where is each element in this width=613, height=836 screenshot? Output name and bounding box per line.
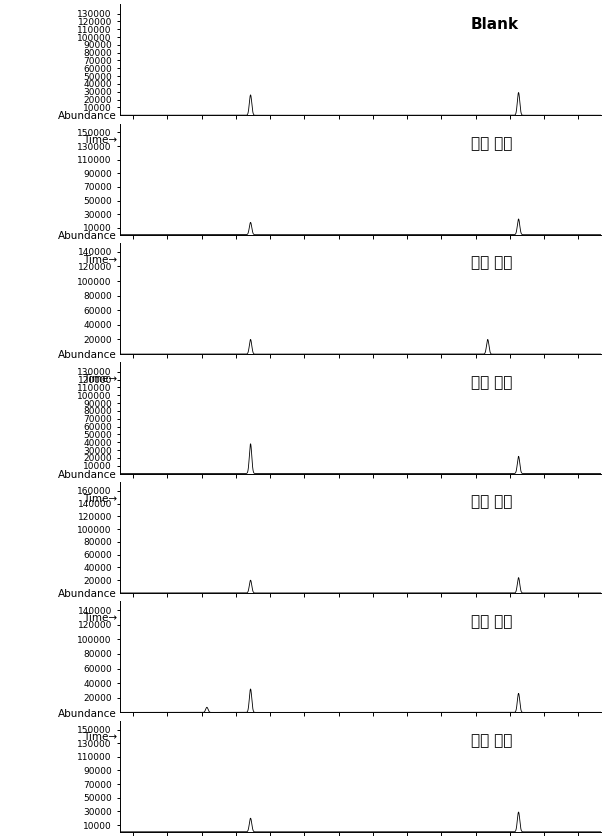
Text: Time→: Time→ <box>83 493 117 503</box>
Text: Time→: Time→ <box>83 135 117 145</box>
Text: Blank: Blank <box>471 17 519 32</box>
Text: 칠서 원수: 칠서 원수 <box>471 256 512 271</box>
Text: Time→: Time→ <box>83 613 117 623</box>
Text: 칠서 정수: 칠서 정수 <box>471 614 512 629</box>
Text: Time→: Time→ <box>83 374 117 384</box>
Text: 물금 원수: 물금 원수 <box>471 375 512 390</box>
Text: 문산 원수: 문산 원수 <box>471 136 512 151</box>
Text: 문산 정수: 문산 정수 <box>471 494 512 509</box>
Text: Abundance: Abundance <box>58 111 117 121</box>
Text: Abundance: Abundance <box>58 589 117 599</box>
Text: Abundance: Abundance <box>58 350 117 360</box>
Text: Time→: Time→ <box>83 255 117 265</box>
Text: Abundance: Abundance <box>58 709 117 718</box>
Text: Abundance: Abundance <box>58 0 117 2</box>
Text: 화명 정수: 화명 정수 <box>471 733 512 748</box>
Text: Time→: Time→ <box>83 732 117 742</box>
Text: Abundance: Abundance <box>58 231 117 241</box>
Text: Abundance: Abundance <box>58 470 117 480</box>
